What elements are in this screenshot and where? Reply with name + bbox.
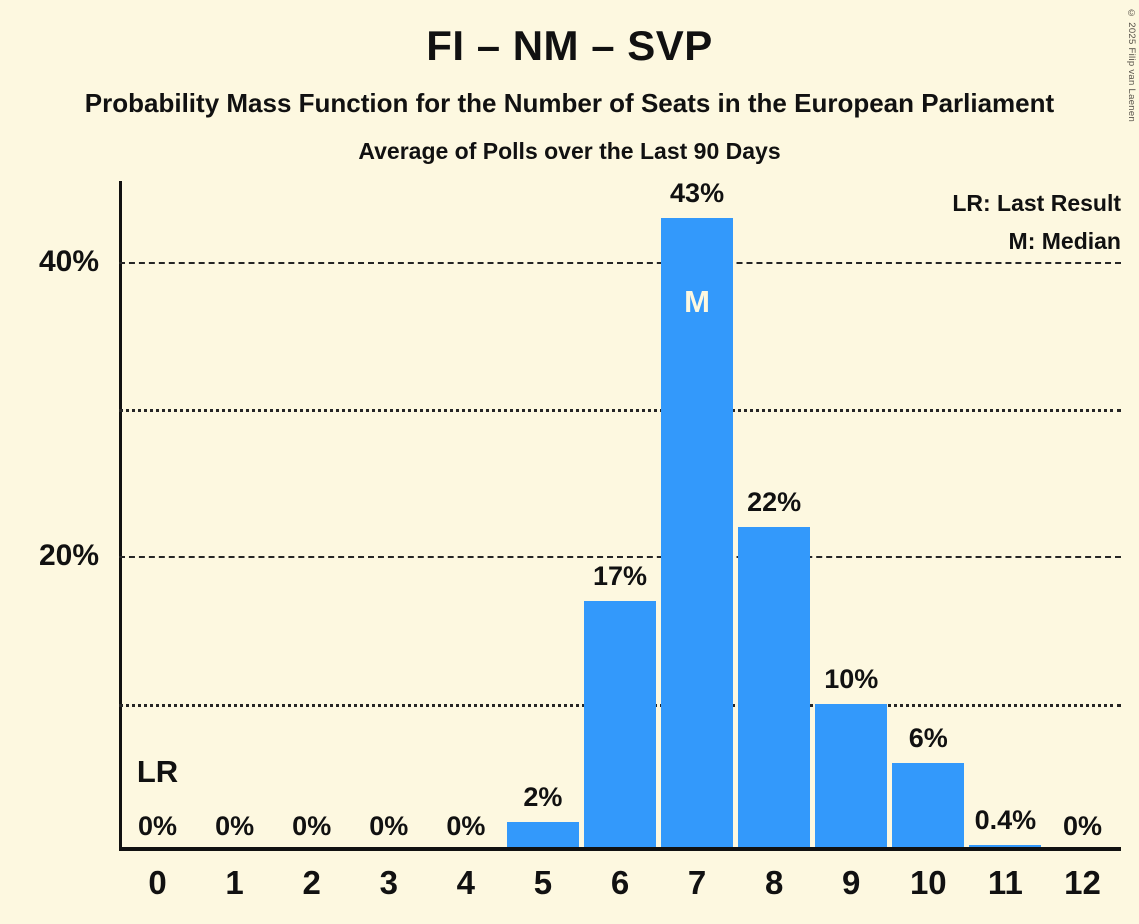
bar	[506, 821, 579, 851]
bar-value-label: 0%	[1062, 811, 1102, 841]
chart-subsubtitle: Average of Polls over the Last 90 Days	[358, 138, 781, 164]
bar-value-label: 0%	[215, 811, 255, 841]
bar-value-label: 2%	[523, 781, 563, 812]
x-axis-tick-label: 7	[687, 864, 707, 901]
bar-value-label: 0%	[292, 811, 332, 841]
legend-item-median: M: Median	[1008, 228, 1121, 254]
y-axis-line	[119, 181, 122, 851]
bar	[892, 762, 965, 851]
gridline-minor	[119, 409, 1121, 413]
bar-value-label: 43%	[670, 177, 725, 208]
x-axis-tick-label: 9	[842, 864, 861, 901]
bar-value-label: 17%	[592, 560, 648, 591]
x-axis-tick-label: 12	[1064, 864, 1101, 901]
x-axis-tick-label: 6	[610, 864, 630, 901]
bar-value-label: 6%	[908, 722, 948, 753]
last-result-marker: LR	[136, 754, 179, 789]
bar-value-label: 10%	[824, 663, 879, 694]
legend-item-last-result: LR: Last Result	[952, 190, 1121, 216]
bar-value-label: 0%	[369, 811, 409, 841]
page-title: FI – NM – SVP	[426, 22, 713, 69]
x-axis-tick-label: 1	[225, 864, 244, 901]
bar-value-label: 22%	[747, 487, 802, 518]
bar-value-label: 0.4%	[974, 805, 1037, 836]
bar-value-label: 0%	[138, 811, 178, 841]
bar	[815, 703, 888, 851]
x-axis-line	[119, 847, 1121, 851]
gridline-major	[119, 261, 1121, 264]
x-axis-tick-label: 11	[987, 864, 1023, 901]
plot-area: 0% LR 0% 0% 0% 0% 2% 17% 43% M 22% 10% 6% 0.4% 0%	[119, 177, 1121, 851]
x-axis-tick-label: 2	[302, 864, 321, 901]
x-axis-tick-label: 5	[533, 864, 553, 901]
bar-value-label: 0%	[446, 811, 486, 841]
x-axis-labels: 0 1 2 3 4 5 6 7 8 9 10 11 12	[119, 864, 1121, 914]
x-axis-tick-label: 3	[379, 864, 398, 901]
y-axis-tick-label: 40%	[38, 244, 99, 278]
bar	[661, 217, 734, 851]
copyright-notice: © 2025 Filip van Laenen	[1126, 8, 1137, 123]
bar	[583, 600, 657, 851]
median-marker: M	[684, 283, 710, 319]
x-axis-tick-label: 0	[148, 864, 167, 901]
chart-legend: LR: Last Result M: Median	[952, 184, 1121, 260]
chart-subtitle: Probability Mass Function for the Number…	[84, 88, 1055, 118]
x-axis-tick-label: 4	[456, 864, 476, 901]
x-axis-tick-label: 8	[764, 864, 784, 901]
y-axis-labels: 20% 40%	[0, 181, 105, 851]
y-axis-tick-label: 20%	[38, 539, 99, 573]
bar	[738, 527, 811, 851]
gridline-major	[119, 556, 1121, 559]
x-axis-tick-label: 10	[909, 864, 947, 901]
